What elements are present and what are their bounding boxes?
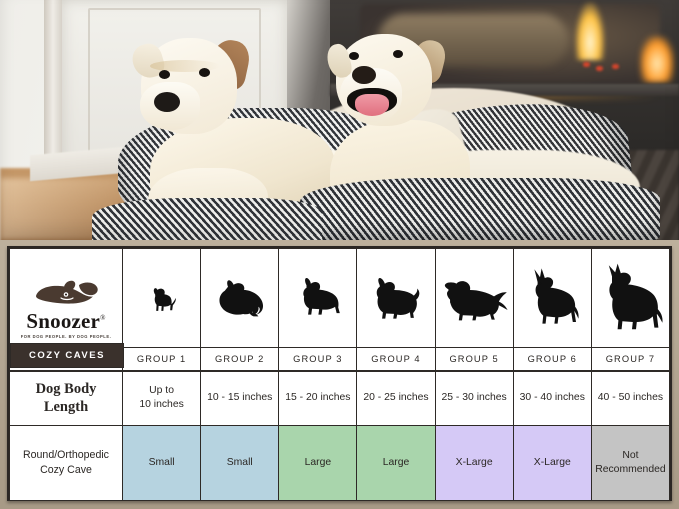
recommendation-cell-group-4: Large [356, 425, 436, 501]
recommendation-cell-group-6: X-Large [512, 425, 592, 501]
silhouette-cell-group-5 [434, 248, 514, 348]
length-line-1: Up to [149, 385, 174, 397]
row-label-line-1: Round/Orthopedic [23, 449, 109, 462]
recommendation-cell-group-1: Small [121, 425, 202, 501]
ember-icon [612, 64, 619, 69]
dog-right-eye [393, 50, 403, 58]
cozy-cave-recommendation-row: Round/Orthopedic Cozy Cave Small Small L… [9, 425, 671, 501]
dog-right-tongue [355, 94, 389, 116]
group-header-6: GROUP 6 [512, 346, 592, 371]
great-dane-silhouette-icon [609, 263, 663, 330]
recommendation-cell-group-7: Not Recommended [590, 425, 671, 501]
group-header-4: GROUP 4 [356, 346, 436, 371]
silhouette-cell-group-2 [200, 248, 280, 348]
ember-icon [596, 66, 603, 71]
group-header-7: GROUP 7 [590, 346, 671, 371]
row-label-line-2: Length [43, 399, 89, 416]
hero-photo [0, 0, 679, 243]
door-frame [44, 0, 62, 190]
cozy-cave-bed-rim [92, 198, 322, 243]
silhouette-cell-group-6 [512, 248, 592, 348]
ember-icon [583, 62, 590, 67]
length-cell-group-4: 20 - 25 inches [356, 370, 436, 427]
dog-head-logo-icon [36, 280, 98, 304]
dog-right-nose [352, 66, 376, 84]
recommendation-line-2: Recommended [595, 464, 666, 475]
silhouette-cell-group-1 [121, 248, 202, 348]
brand-name: Snoozer [26, 308, 101, 333]
pomeranian-silhouette-icon [219, 280, 263, 317]
length-cell-group-6: 30 - 40 inches [512, 370, 592, 427]
length-cell-group-2: 10 - 15 inches [200, 370, 280, 427]
group-header-1: GROUP 1 [121, 346, 202, 371]
shiba-inu-silhouette-icon [376, 277, 420, 319]
recommendation-line-1: Not [622, 449, 639, 461]
size-chart-table: Snoozer® FOR DOG PEOPLE. BY DOG PEOPLE. [9, 248, 671, 501]
flame-icon [575, 2, 605, 60]
cozy-caves-band: COZY CAVES [10, 343, 124, 368]
group-header-5: GROUP 5 [434, 346, 514, 371]
registered-mark: ® [100, 313, 106, 322]
length-cell-group-1: Up to 10 inches [121, 370, 202, 427]
chihuahua-silhouette-icon [153, 288, 176, 311]
silhouette-cell-group-3 [278, 248, 358, 348]
cozy-cave-bed-rim [300, 178, 660, 243]
silhouette-cell-group-4 [356, 248, 436, 348]
flame-icon [640, 36, 674, 82]
dog-left-eye [199, 68, 210, 77]
golden-retriever-silhouette-icon [444, 281, 508, 321]
silhouette-cell-group-7 [590, 248, 671, 348]
recommendation-cell-group-5: X-Large [434, 425, 514, 501]
photo-vignette [0, 0, 679, 243]
length-cell-group-5: 25 - 30 inches [434, 370, 514, 427]
dog-left-nose [154, 92, 180, 112]
dog-left-eye [159, 70, 170, 79]
row-label-line-2: Cozy Cave [40, 464, 92, 476]
doberman-silhouette-icon [534, 268, 579, 324]
length-cell-group-3: 15 - 20 inches [278, 370, 358, 427]
recommendation-cell-group-2: Small [200, 425, 280, 501]
dog-body-length-row: Dog Body Length Up to 10 inches 10 - 15 … [9, 370, 671, 427]
brand-tagline: FOR DOG PEOPLE. BY DOG PEOPLE. [20, 333, 112, 339]
recommendation-cell-group-3: Large [278, 425, 358, 501]
brand-wordmark: Snoozer® [26, 308, 106, 333]
row-label-round-orthopedic-cozy-cave: Round/Orthopedic Cozy Cave [9, 425, 123, 501]
size-chart-frame: Snoozer® FOR DOG PEOPLE. BY DOG PEOPLE. [0, 240, 679, 509]
dog-right-eye [349, 52, 359, 60]
length-cell-group-7: 40 - 50 inches [590, 370, 671, 427]
row-label-dog-body-length: Dog Body Length [9, 370, 123, 427]
boston-terrier-silhouette-icon [303, 278, 340, 315]
group-header-2: GROUP 2 [200, 346, 280, 371]
row-label-line-1: Dog Body [35, 380, 97, 397]
length-line-2: 10 inches [139, 399, 184, 411]
group-header-3: GROUP 3 [278, 346, 358, 371]
group-header-row: GROUP 1 GROUP 2 GROUP 3 GROUP 4 GROUP 5 … [10, 346, 671, 371]
silhouette-row: Snoozer® FOR DOG PEOPLE. BY DOG PEOPLE. [9, 248, 671, 371]
